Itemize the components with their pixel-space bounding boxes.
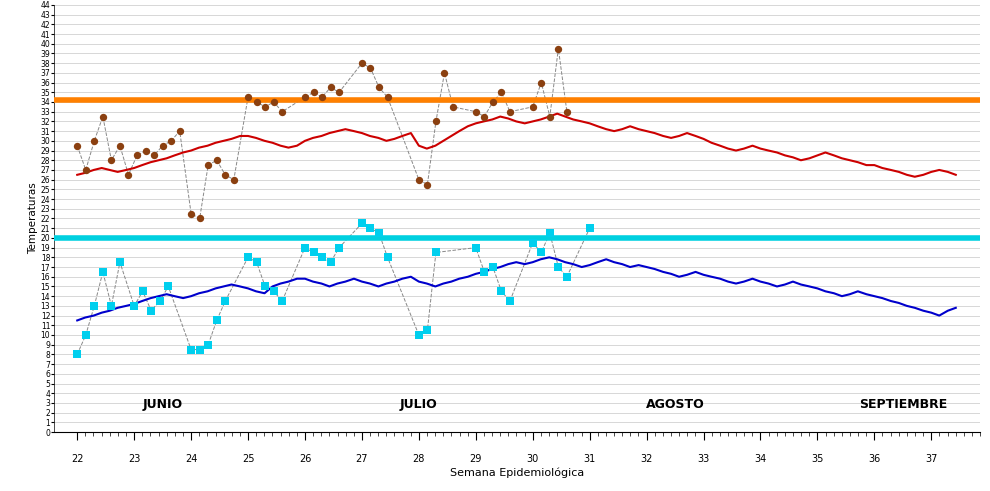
Point: [274, 108, 290, 116]
Point: [154, 142, 170, 150]
Point: [78, 331, 94, 339]
Point: [379, 253, 395, 261]
Point: [241, 253, 256, 261]
Point: [525, 103, 541, 111]
Text: JUNIO: JUNIO: [143, 398, 183, 410]
Point: [226, 176, 242, 184]
Point: [550, 45, 566, 53]
Point: [112, 142, 128, 150]
Text: SEPTIEMBRE: SEPTIEMBRE: [858, 398, 947, 410]
Point: [209, 317, 225, 325]
Point: [192, 346, 208, 354]
Point: [332, 244, 347, 251]
Point: [332, 88, 347, 96]
Point: [476, 112, 492, 120]
Point: [420, 326, 436, 334]
Text: JULIO: JULIO: [400, 398, 438, 410]
Point: [582, 224, 598, 232]
Point: [446, 103, 461, 111]
Point: [138, 147, 153, 155]
Point: [183, 210, 199, 218]
Point: [534, 248, 549, 256]
Point: [437, 69, 452, 77]
Point: [371, 229, 387, 237]
Point: [241, 93, 256, 101]
Point: [265, 98, 281, 106]
Point: [200, 341, 216, 349]
Point: [144, 307, 159, 315]
Point: [160, 282, 176, 290]
Point: [104, 302, 120, 310]
Point: [525, 239, 541, 246]
Text: AGOSTO: AGOSTO: [645, 398, 705, 410]
Point: [151, 297, 167, 305]
Point: [485, 98, 501, 106]
Point: [104, 156, 120, 164]
Point: [362, 224, 378, 232]
Point: [502, 108, 518, 116]
Point: [297, 93, 313, 101]
Point: [354, 59, 370, 67]
X-axis label: Semana Epidemiológica: Semana Epidemiológica: [450, 467, 584, 478]
Point: [209, 156, 225, 164]
Point: [147, 151, 162, 159]
Point: [95, 268, 111, 276]
Point: [550, 263, 566, 271]
Point: [542, 229, 557, 237]
Point: [86, 302, 102, 310]
Point: [86, 137, 102, 145]
Point: [69, 142, 85, 150]
Point: [534, 79, 549, 86]
Point: [362, 64, 378, 72]
Point: [306, 88, 322, 96]
Point: [129, 151, 145, 159]
Point: [163, 137, 179, 145]
Point: [218, 171, 234, 179]
Point: [485, 263, 501, 271]
Point: [468, 244, 484, 251]
Point: [323, 258, 339, 266]
Point: [559, 273, 575, 281]
Point: [257, 103, 273, 111]
Point: [559, 108, 575, 116]
Point: [69, 351, 85, 358]
Point: [135, 287, 150, 295]
Point: [428, 248, 444, 256]
Point: [192, 215, 208, 222]
Point: [323, 83, 339, 91]
Point: [78, 166, 94, 174]
Point: [428, 117, 444, 125]
Point: [411, 176, 427, 184]
Point: [112, 258, 128, 266]
Point: [493, 287, 509, 295]
Point: [121, 171, 137, 179]
Point: [502, 297, 518, 305]
Point: [493, 88, 509, 96]
Point: [274, 297, 290, 305]
Point: [257, 282, 273, 290]
Point: [218, 297, 234, 305]
Point: [297, 244, 313, 251]
Point: [476, 268, 492, 276]
Point: [248, 258, 264, 266]
Point: [354, 219, 370, 227]
Point: [200, 161, 216, 169]
Point: [379, 93, 395, 101]
Point: [314, 93, 330, 101]
Point: [95, 112, 111, 120]
Point: [265, 287, 281, 295]
Point: [314, 253, 330, 261]
Point: [420, 181, 436, 189]
Point: [306, 248, 322, 256]
Point: [172, 127, 188, 135]
Point: [127, 302, 143, 310]
Point: [468, 108, 484, 116]
Point: [371, 83, 387, 91]
Y-axis label: Temperaturas: Temperaturas: [28, 183, 38, 254]
Point: [248, 98, 264, 106]
Point: [411, 331, 427, 339]
Point: [542, 112, 557, 120]
Point: [183, 346, 199, 354]
